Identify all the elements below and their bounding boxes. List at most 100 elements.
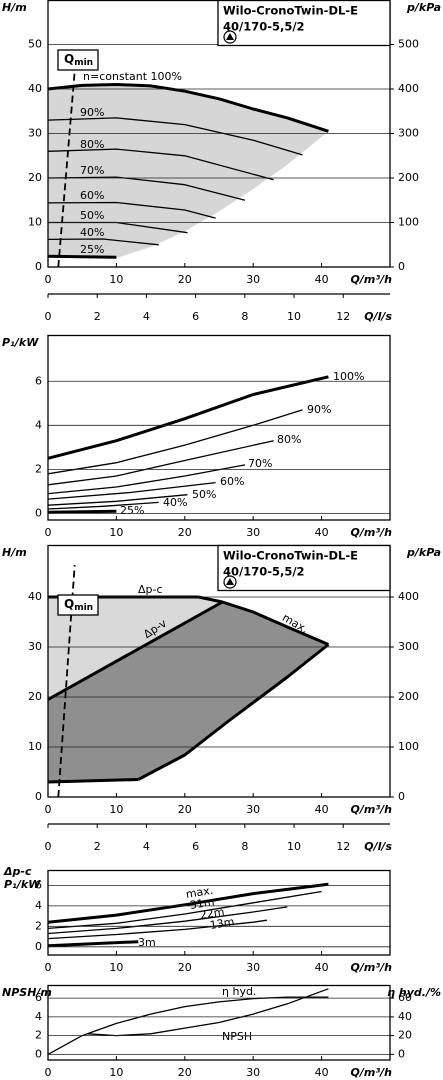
- y-tick-label: 20: [28, 171, 42, 184]
- x-tick-label: 40: [315, 526, 329, 539]
- y-tick-label: 30: [28, 127, 42, 140]
- curve-label: Δp-c: [138, 583, 163, 596]
- curve: [47, 117, 303, 156]
- x2-tick-label: 8: [241, 840, 248, 853]
- x-tick-label: 40: [315, 1066, 329, 1079]
- curve: [47, 940, 139, 948]
- curve-label: 70%: [248, 457, 272, 470]
- qmin-sub: min: [74, 58, 93, 68]
- curve-label: 80%: [80, 138, 104, 151]
- y-tick-label: 6: [35, 374, 42, 387]
- y2-tick-label: 20: [398, 1029, 412, 1042]
- title-line: 40/170-5,5/2: [223, 20, 305, 34]
- curve-label: 90%: [80, 106, 104, 119]
- y2-tick-label: 60: [398, 991, 412, 1004]
- y-tick-label: 2: [35, 462, 42, 475]
- curve: [47, 919, 267, 940]
- x-tick-label: 0: [45, 961, 52, 974]
- y-tick-label: 0: [35, 260, 42, 273]
- qmin-label: Qmin: [64, 52, 93, 68]
- curve: [47, 148, 274, 181]
- qmin-box: [57, 49, 99, 71]
- curve: [47, 238, 159, 246]
- plot-area: [48, 335, 390, 520]
- x-tick-label: 0: [45, 526, 52, 539]
- curve-label: 60%: [80, 189, 104, 202]
- curve-label: 3m: [138, 936, 156, 949]
- title-line: Wilo-CronoTwin-DL-E: [223, 4, 358, 18]
- curve-label: max.: [185, 884, 214, 901]
- y-axis-label: H/m: [2, 1, 27, 14]
- x-tick-label: 20: [178, 526, 192, 539]
- curve-label: NPSH: [222, 1030, 252, 1043]
- qmin-box: [57, 594, 99, 616]
- curve-label: 70%: [80, 164, 104, 177]
- y2-tick-label: 500: [398, 38, 419, 51]
- x-axis-label: Q/m³/h: [351, 1066, 393, 1079]
- qmin-q: Q: [64, 52, 74, 66]
- x-tick-label: 20: [178, 961, 192, 974]
- x2-tick-label: 8: [241, 310, 248, 323]
- y2-tick-label: 100: [398, 216, 419, 229]
- curve: [47, 481, 216, 500]
- curve: [47, 494, 188, 506]
- x2-tick-label: 12: [336, 310, 350, 323]
- y-tick-label: 50: [28, 38, 42, 51]
- curve: [47, 906, 288, 935]
- x-tick-label: 0: [45, 803, 52, 816]
- title-box: [217, 0, 391, 47]
- curve-label: n=constant 100%: [83, 70, 182, 83]
- curve-label: 40%: [163, 496, 187, 509]
- qmin-label: Qmin: [64, 597, 93, 613]
- curve-label: 31m: [189, 895, 215, 912]
- x2-tick-label: 0: [45, 840, 52, 853]
- curve: [47, 409, 303, 475]
- x2-axis-label: Q/l/s: [364, 840, 392, 853]
- curve: [47, 600, 224, 701]
- x-tick-label: 40: [315, 961, 329, 974]
- y2-tick-label: 300: [398, 127, 419, 140]
- y-axis-label-top: Δp-c: [3, 865, 32, 878]
- operating-area: [48, 84, 329, 259]
- curve: [47, 254, 117, 259]
- curve-label: 50%: [80, 209, 104, 222]
- plot-area: [48, 870, 390, 955]
- y-axis-label: NPSH/m: [2, 986, 52, 999]
- x-tick-label: 30: [246, 1066, 260, 1079]
- x-axis-label: Q/m³/h: [351, 961, 393, 974]
- y-axis-label: P₁/kW: [2, 336, 39, 349]
- title-box: [217, 544, 391, 592]
- x-tick-label: 30: [246, 526, 260, 539]
- y-tick-label: 6: [35, 878, 42, 891]
- y2-tick-label: 300: [398, 640, 419, 653]
- x2-tick-label: 4: [143, 310, 150, 323]
- y2-tick-label: 200: [398, 690, 419, 703]
- x2-tick-label: 4: [143, 840, 150, 853]
- x2-tick-label: 2: [94, 840, 101, 853]
- x-tick-label: 10: [109, 526, 123, 539]
- curve: [47, 375, 329, 460]
- title-line: Wilo-CronoTwin-DL-E: [223, 549, 358, 563]
- y-tick-label: 10: [28, 740, 42, 753]
- curve: [47, 509, 117, 514]
- curve: [47, 890, 322, 930]
- curve-label: 60%: [220, 475, 244, 488]
- y-tick-label: 2: [35, 1029, 42, 1042]
- y2-axis-label: η hyd./%: [387, 986, 441, 999]
- x2-tick-label: 6: [192, 310, 199, 323]
- x2-tick-label: 0: [45, 310, 52, 323]
- y-tick-label: 4: [35, 1010, 42, 1023]
- x-tick-label: 0: [45, 273, 52, 286]
- x-tick-label: 0: [45, 1066, 52, 1079]
- y-tick-label: 6: [35, 991, 42, 1004]
- x2-tick-label: 6: [192, 840, 199, 853]
- curve-label: 25%: [80, 243, 104, 256]
- curve: [47, 440, 274, 486]
- y-tick-label: 4: [35, 899, 42, 912]
- curve-label: 50%: [192, 488, 216, 501]
- curve-label: 90%: [307, 403, 331, 416]
- x-tick-label: 10: [109, 273, 123, 286]
- x-tick-label: 30: [246, 273, 260, 286]
- y-axis-label: H/m: [2, 546, 27, 559]
